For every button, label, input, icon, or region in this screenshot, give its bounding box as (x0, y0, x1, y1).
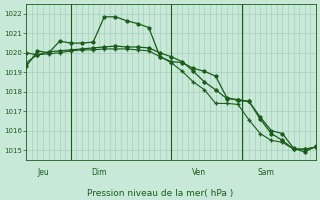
Text: Dim: Dim (91, 168, 107, 177)
Text: Ven: Ven (192, 168, 206, 177)
Text: Pression niveau de la mer( hPa ): Pression niveau de la mer( hPa ) (87, 189, 233, 198)
Text: Sam: Sam (257, 168, 274, 177)
Text: Jeu: Jeu (37, 168, 49, 177)
